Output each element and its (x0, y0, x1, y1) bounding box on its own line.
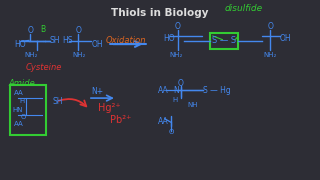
Text: SH: SH (50, 36, 60, 45)
Text: HO: HO (14, 40, 26, 49)
Text: OH: OH (280, 34, 292, 43)
Text: AA: AA (158, 86, 169, 94)
Text: S — S: S — S (212, 36, 236, 45)
Text: O: O (76, 26, 81, 35)
Text: O: O (28, 26, 33, 35)
Text: Thiols in Biology: Thiols in Biology (111, 8, 209, 18)
Text: B: B (40, 25, 45, 34)
Text: NH₂: NH₂ (73, 52, 86, 58)
Text: N+: N+ (92, 87, 104, 96)
Text: N: N (173, 86, 179, 94)
Text: NH₂: NH₂ (264, 52, 277, 58)
Text: HS: HS (62, 36, 73, 45)
Text: NH: NH (187, 102, 198, 108)
Text: NH₂: NH₂ (25, 52, 38, 58)
Text: AA: AA (13, 90, 23, 96)
Text: AA: AA (158, 117, 169, 126)
Text: HO: HO (163, 34, 175, 43)
Text: Amide: Amide (8, 79, 35, 88)
Text: S — Hg: S — Hg (203, 86, 231, 94)
Text: H: H (173, 97, 178, 103)
Text: H: H (19, 98, 24, 104)
Text: O: O (178, 79, 184, 88)
Text: SH: SH (53, 96, 63, 105)
Text: HN: HN (13, 107, 23, 113)
Text: Pb²⁺: Pb²⁺ (110, 115, 132, 125)
Text: AA: AA (13, 121, 23, 127)
Text: Hg²⁺: Hg²⁺ (98, 103, 120, 113)
Text: O: O (268, 22, 273, 31)
Text: O: O (21, 114, 26, 120)
Text: O: O (175, 22, 180, 31)
Text: NH₂: NH₂ (169, 52, 183, 58)
Text: OH: OH (91, 40, 103, 49)
Bar (10, 85, 46, 135)
Text: disulfide: disulfide (224, 4, 262, 13)
Bar (210, 33, 238, 49)
Text: O: O (169, 129, 174, 135)
Text: Oxidation: Oxidation (106, 36, 147, 45)
Text: Cysteine: Cysteine (26, 63, 62, 72)
